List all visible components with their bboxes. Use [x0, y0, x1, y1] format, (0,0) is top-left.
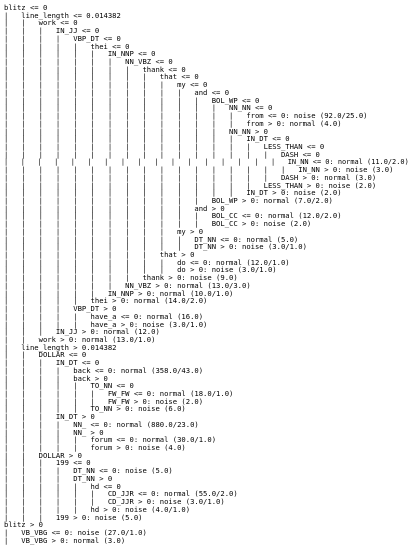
tree-line: | | | IN_JJ <= 0	[4, 26, 100, 36]
tree-line: | | DOLLAR <= 0	[4, 350, 87, 360]
tree-line: | | | | | | | | | | do <= 0: normal (12.…	[4, 257, 290, 267]
tree-line: | | | | | | | | | | | | BOL_CC <= 0: nor…	[4, 211, 342, 221]
tree-line: | VB_VBG > 0: normal (3.0)	[4, 535, 126, 545]
tree-line: | | | | DT_NN <= 0: noise (5.0)	[4, 466, 173, 476]
tree-line: | | | | | | | | thank <= 0	[4, 64, 186, 74]
tree-line: | | | | | hd <= 0	[4, 481, 121, 491]
tree-line: | | | | | | | | | | | | | NN_NN > 0	[4, 126, 268, 136]
tree-line: | | | | back <= 0: normal (358.0/43.0)	[4, 365, 204, 375]
tree-line: | | | | | | | | | | | | | | from <= 0: n…	[4, 111, 368, 121]
tree-line: | | | | NN_ <= 0: normal (880.0/23.0)	[4, 419, 199, 429]
tree-line: | | | | | forum > 0: noise (4.0)	[4, 443, 186, 453]
tree-line: | | | | | forum <= 0: normal (30.0/1.0)	[4, 435, 217, 445]
tree-line: | | | | | | | | | | | | | | | LESS_THAN …	[4, 141, 325, 151]
tree-line: | | | | | | | | | | | | | | | | | IN_NN …	[4, 165, 394, 175]
tree-line: | line_length > 0.014382	[4, 342, 117, 352]
tree-line: | | | | VBP_DT <= 0	[4, 33, 121, 43]
tree-line: | | | | | | CD_JJR <= 0: normal (55.0/2.…	[4, 489, 238, 499]
tree-line: | | | | | thei > 0: normal (14.0/2.0)	[4, 296, 208, 306]
tree-line: | | work <= 0	[4, 18, 78, 28]
tree-line: | | | | | | IN_NNP <= 0	[4, 49, 156, 59]
tree-line: | | | | DT_NN > 0	[4, 473, 113, 483]
tree-line: | | | | | | | | | | | | | | | | | IN_NN …	[4, 157, 409, 167]
decision-tree-text: blitz <= 0 | line_length <= 0.014382 | | w…	[4, 4, 409, 546]
tree-line: | | | | | TO_NN <= 0	[4, 381, 134, 391]
tree-line: | | | | | | | | | | | DT_NN > 0: noise (…	[4, 242, 307, 252]
tree-line: | | | | | | | | | that <= 0	[4, 72, 199, 82]
tree-line: | | | | VBP_DT > 0	[4, 304, 117, 314]
tree-line: | | work > 0: normal (13.0/1.0)	[4, 334, 156, 344]
tree-line: | | | | | | | | | | | | BOL_WP > 0: norm…	[4, 196, 333, 205]
tree-line: | | | | | | | | | | | | | | from > 0: no…	[4, 118, 342, 128]
tree-line: | | | | | TO_NN > 0: noise (6.0)	[4, 404, 186, 414]
tree-line: | | | | | | IN_NNP > 0: normal (10.0/1.0…	[4, 288, 234, 298]
tree-line: | | | | back > 0	[4, 373, 108, 383]
tree-line: | | | | | | | | | that > 0	[4, 250, 195, 260]
tree-line: | | | | NN_ > 0	[4, 427, 104, 437]
tree-line: | | | | | | CD_JJR > 0: noise (3.0/1.0)	[4, 497, 225, 507]
tree-line: | | | | | | | | | | my > 0	[4, 226, 204, 236]
tree-line: | | | 199 > 0: noise (5.0)	[4, 512, 143, 522]
tree-line: | | | IN_JJ > 0: normal (12.0)	[4, 327, 160, 337]
tree-line: | | | | | | FW_FW > 0: noise (2.0)	[4, 396, 204, 406]
tree-line: | line_length <= 0.014382	[4, 10, 121, 20]
tree-line: | | | | | | | | | | | and <= 0	[4, 87, 230, 97]
tree-line: | | | | | | | | | | | | BOL_CC > 0: nois…	[4, 219, 312, 229]
tree-line: | VB_VBG <= 0: noise (27.0/1.0)	[4, 527, 147, 537]
tree-line: | | | | | | | | | | | | | | | | DASH > 0…	[4, 172, 377, 182]
tree-line: | | DOLLAR > 0	[4, 450, 82, 460]
tree-line: | | | | | | | NN_VBZ > 0: normal (13.0/3…	[4, 280, 251, 290]
tree-line: | | | | | | | | | | | | | | | | DASH <= …	[4, 149, 320, 159]
tree-line: | | | | | have_a <= 0: normal (16.0)	[4, 311, 204, 321]
tree-line: blitz > 0	[4, 520, 43, 530]
tree-line: | | | | | | | | thank > 0: noise (9.0)	[4, 273, 238, 283]
tree-line: | | | | | | | | | | | | | | IN_DT <= 0	[4, 134, 290, 144]
tree-line: | | | | | | | | | | do > 0: noise (3.0/1…	[4, 265, 277, 275]
tree-line: | | | | | | FW_FW <= 0: normal (18.0/1.0…	[4, 389, 234, 398]
tree-line: | | | | | | | | | | my <= 0	[4, 80, 208, 90]
tree-line: | | | | | | | | | | | DT_NN <= 0: normal…	[4, 234, 299, 244]
tree-line: blitz <= 0	[4, 4, 48, 12]
tree-line: | | | | | hd > 0: noise (4.0/1.0)	[4, 504, 191, 514]
tree-line: | | | | | have_a > 0: noise (3.0/1.0)	[4, 319, 208, 329]
tree-line: | | | | | | | | | | | | BOL_WP <= 0	[4, 95, 260, 105]
tree-line: | | | IN_DT <= 0	[4, 358, 100, 368]
tree-line: | | | | | | | | | | | | | | | LESS_THAN …	[4, 180, 377, 190]
tree-line: | | | IN_DT > 0	[4, 412, 95, 422]
tree-line: | | | | | | | NN_VBZ <= 0	[4, 57, 173, 67]
tree-line: | | | | | thei <= 0	[4, 41, 130, 51]
tree-line: | | | | | | | | | | | | | | IN_DT > 0: n…	[4, 188, 342, 198]
tree-line: | | | | | | | | | | | and > 0	[4, 203, 225, 213]
tree-line: | | | 199 <= 0	[4, 458, 91, 468]
tree-line: | | | | | | | | | | | | | NN_NN <= 0	[4, 103, 273, 113]
